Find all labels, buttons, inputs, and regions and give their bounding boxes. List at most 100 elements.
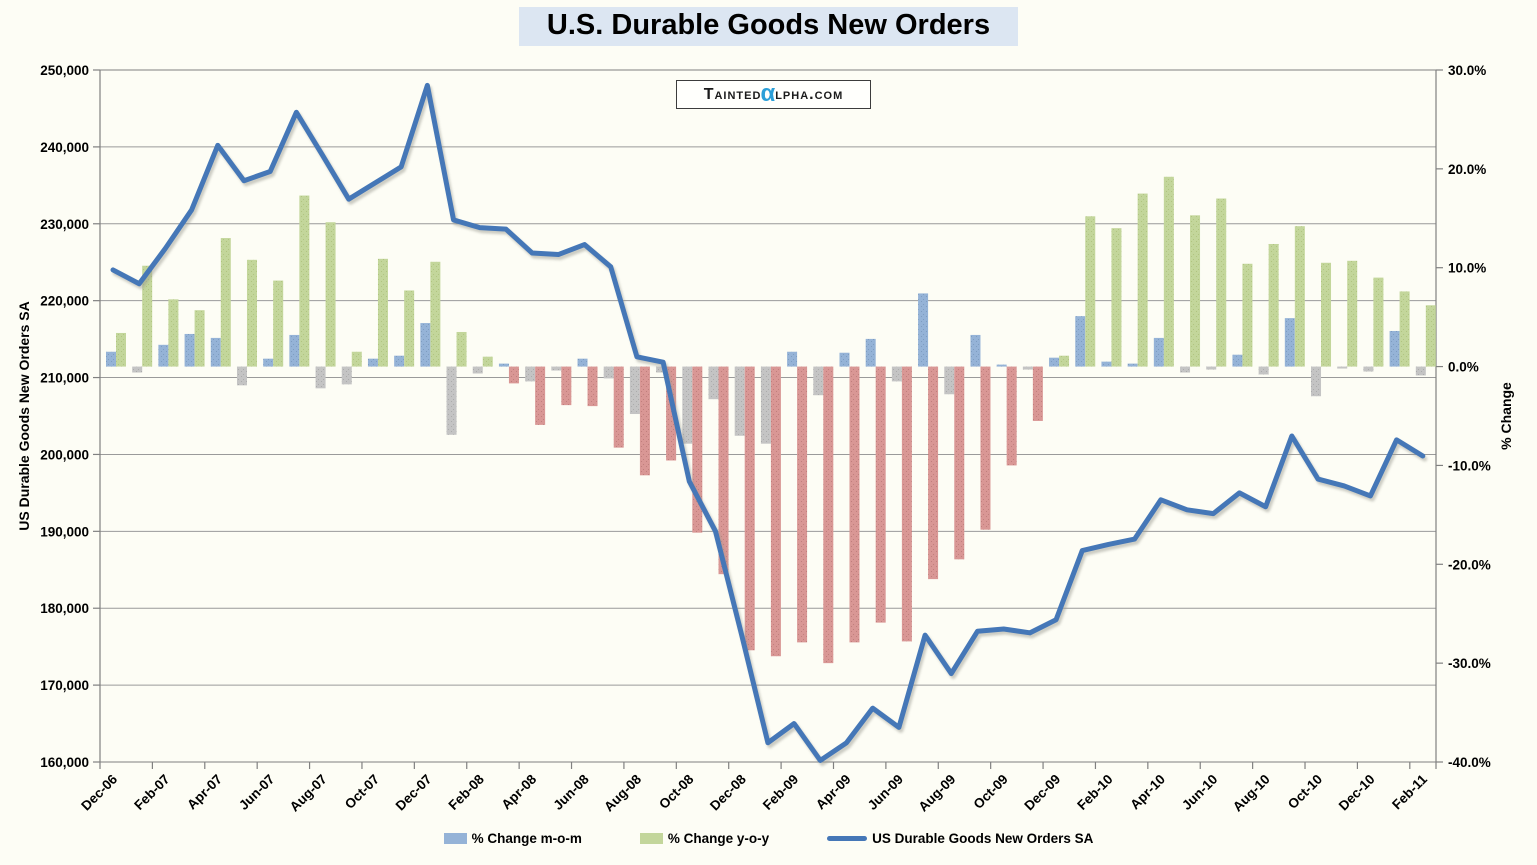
legend-label-yoy: % Change y-o-y bbox=[667, 831, 770, 846]
mom-bar bbox=[682, 366, 693, 444]
logo-text-suffix: lpha.com bbox=[775, 85, 844, 103]
yoy-bar bbox=[1085, 216, 1096, 367]
yoy-bar bbox=[1425, 305, 1436, 367]
yoy-bar bbox=[901, 366, 912, 642]
yoy-bar bbox=[1373, 277, 1384, 367]
mom-bar bbox=[394, 355, 405, 367]
mom-bar bbox=[1075, 316, 1086, 367]
yoy-bar bbox=[535, 366, 546, 425]
mom-bar bbox=[760, 366, 771, 444]
legend-label-mom: % Change m-o-m bbox=[471, 831, 582, 846]
yoy-bar bbox=[875, 366, 886, 623]
x-axis-tick-label: Apr-08 bbox=[499, 771, 540, 812]
yoy-bar bbox=[1399, 291, 1410, 367]
mom-bar bbox=[1337, 366, 1348, 369]
x-axis-tick-label: Apr-10 bbox=[1127, 772, 1168, 813]
mom-bar bbox=[708, 366, 719, 400]
left-axis-tick-label: 190,000 bbox=[40, 524, 89, 539]
mom-bar bbox=[420, 323, 431, 367]
mom-bar bbox=[996, 364, 1007, 367]
mom-bar bbox=[944, 366, 955, 395]
mom-bar bbox=[158, 344, 169, 367]
yoy-bar bbox=[430, 261, 441, 367]
yoy-bar bbox=[1347, 260, 1358, 367]
legend: % Change m-o-m % Change y-o-y US Durable… bbox=[0, 831, 1537, 846]
x-axis-tick-label: Oct-10 bbox=[1285, 772, 1325, 812]
x-axis-tick-label: Aug-07 bbox=[287, 772, 330, 815]
x-axis-tick-label: Dec-06 bbox=[78, 771, 120, 813]
mom-bar bbox=[1232, 354, 1243, 367]
mom-bar bbox=[1206, 366, 1217, 370]
mom-bar bbox=[734, 366, 745, 436]
legend-label-orders-line: US Durable Goods New Orders SA bbox=[872, 831, 1094, 846]
yoy-bar bbox=[1190, 215, 1201, 367]
x-axis-tick-label: Dec-08 bbox=[707, 771, 749, 813]
right-axis-tick-label: -10.0% bbox=[1448, 458, 1491, 473]
mom-bar bbox=[315, 366, 326, 389]
yoy-bar bbox=[194, 310, 205, 367]
right-axis-tick-label: -20.0% bbox=[1448, 557, 1491, 572]
yoy-bar bbox=[1294, 226, 1305, 367]
mom-bar bbox=[787, 351, 798, 367]
mom-bar bbox=[1284, 318, 1295, 367]
right-axis-tick-label: 10.0% bbox=[1448, 261, 1486, 276]
x-axis-tick-label: Dec-07 bbox=[393, 772, 435, 814]
legend-swatch-mom-bar bbox=[443, 833, 467, 844]
x-axis-tick-label: Jun-08 bbox=[550, 771, 592, 813]
yoy-bar bbox=[692, 366, 703, 533]
yoy-bar bbox=[770, 366, 781, 657]
x-axis-tick-label: Feb-11 bbox=[1389, 771, 1430, 812]
yoy-bar bbox=[351, 351, 362, 367]
mom-bar bbox=[236, 366, 247, 386]
left-axis-tick-label: 220,000 bbox=[40, 294, 89, 309]
mom-bar bbox=[629, 366, 640, 415]
mom-bar bbox=[341, 366, 352, 385]
legend-item-orders-line: US Durable Goods New Orders SA bbox=[827, 831, 1093, 846]
left-axis-tick-label: 160,000 bbox=[40, 755, 89, 770]
right-axis-tick-label: 20.0% bbox=[1448, 162, 1486, 177]
logo-taintedalpha: Tainted α lpha.com bbox=[676, 80, 871, 109]
x-axis-tick-label: Dec-09 bbox=[1021, 772, 1063, 814]
yoy-bar bbox=[928, 366, 939, 580]
yoy-bar bbox=[456, 331, 467, 367]
yoy-bar bbox=[1242, 263, 1253, 367]
yoy-bar bbox=[325, 222, 336, 367]
yoy-bar bbox=[116, 332, 126, 367]
left-axis-tick-label: 210,000 bbox=[40, 371, 89, 386]
yoy-bar bbox=[744, 366, 755, 651]
x-axis-tick-label: Aug-09 bbox=[916, 772, 959, 815]
chart-title-band: U.S. Durable Goods New Orders bbox=[0, 7, 1537, 46]
yoy-bar bbox=[1137, 193, 1148, 367]
logo-alpha-glyph: α bbox=[760, 79, 777, 107]
x-axis-tick-label: Oct-08 bbox=[656, 771, 697, 812]
x-axis-tick-label: Apr-09 bbox=[813, 772, 854, 813]
mom-bar bbox=[1049, 357, 1060, 367]
chart-title: U.S. Durable Goods New Orders bbox=[518, 7, 1019, 46]
mom-bar bbox=[813, 366, 824, 396]
x-axis-tick-label: Feb-08 bbox=[446, 771, 488, 813]
mom-bar bbox=[367, 358, 378, 367]
yoy-bar bbox=[1268, 243, 1279, 367]
yoy-bar bbox=[508, 366, 519, 384]
yoy-bar bbox=[1321, 262, 1332, 367]
right-axis-tick-label: 30.0% bbox=[1448, 63, 1486, 78]
mom-bar bbox=[1389, 330, 1400, 367]
yoy-bar bbox=[1006, 366, 1017, 466]
x-axis-tick-label: Oct-09 bbox=[971, 772, 1011, 812]
mom-bar bbox=[1415, 366, 1426, 376]
mom-bar bbox=[210, 337, 221, 367]
yoy-bar bbox=[377, 258, 388, 367]
orders-line bbox=[110, 82, 1426, 763]
yoy-bar bbox=[849, 366, 860, 643]
left-axis-tick-label: 170,000 bbox=[40, 678, 89, 693]
mom-bar bbox=[472, 366, 483, 374]
mom-bar bbox=[184, 333, 195, 367]
yoy-bar bbox=[823, 366, 834, 664]
left-axis-tick-label: 230,000 bbox=[40, 217, 89, 232]
yoy-bar bbox=[1163, 176, 1174, 367]
legend-item-mom: % Change m-o-m bbox=[443, 831, 582, 846]
mom-bar bbox=[970, 334, 981, 367]
logo-text-prefix: Tainted bbox=[703, 85, 762, 103]
mom-bar bbox=[1363, 366, 1374, 372]
yoy-bar bbox=[1059, 355, 1070, 367]
